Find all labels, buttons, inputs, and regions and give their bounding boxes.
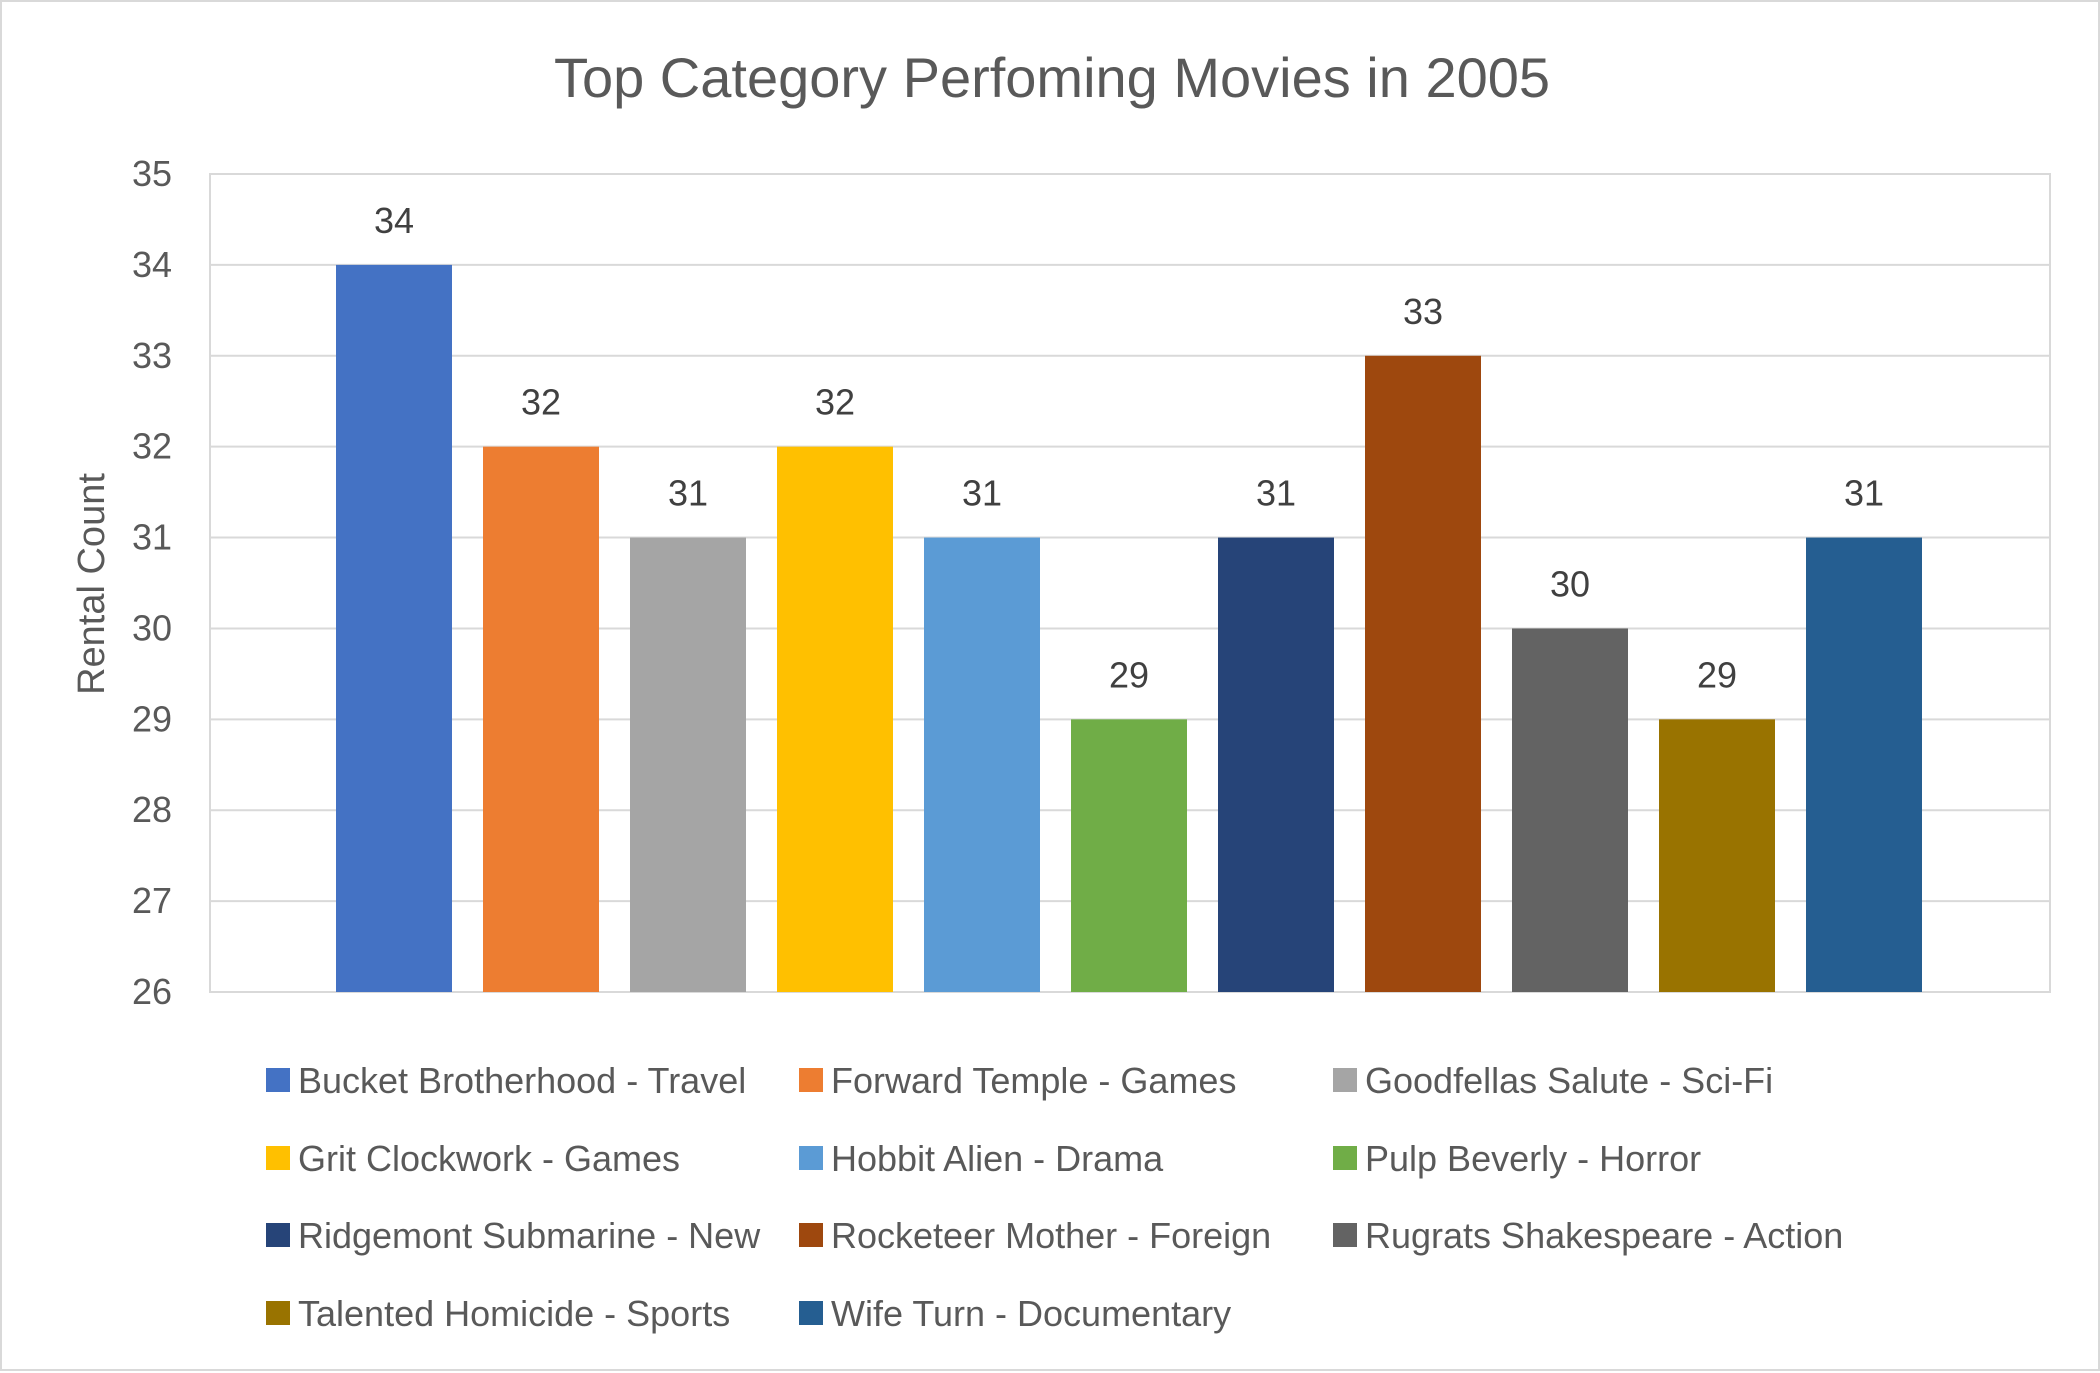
legend-swatch: [266, 1068, 290, 1092]
y-tick-label: 31: [132, 517, 172, 558]
chart-title: Top Category Perfoming Movies in 2005: [554, 46, 1550, 109]
data-label: 30: [1550, 563, 1590, 604]
legend-swatch: [266, 1146, 290, 1170]
legend-label: Pulp Beverly - Horror: [1365, 1138, 1701, 1179]
legend-swatch: [799, 1068, 823, 1092]
y-axis-ticks: 26 27 28 29 30 31 32 33 34 35: [132, 153, 172, 1012]
data-label: 31: [1256, 473, 1296, 514]
y-tick-label: 26: [132, 971, 172, 1012]
legend-label: Ridgemont Submarine - New: [298, 1215, 761, 1256]
bar: [1512, 628, 1628, 992]
bar: [1365, 355, 1481, 992]
legend-label: Bucket Brotherhood - Travel: [298, 1060, 746, 1101]
y-tick-label: 34: [132, 244, 172, 285]
bar: [336, 264, 452, 992]
y-tick-label: 32: [132, 426, 172, 467]
bar: [777, 446, 893, 993]
legend-label: Hobbit Alien - Drama: [831, 1138, 1164, 1179]
bar: [1071, 719, 1187, 992]
legend-label: Rugrats Shakespeare - Action: [1365, 1215, 1843, 1256]
data-label: 32: [815, 382, 855, 423]
bar: [1806, 537, 1922, 992]
legend-swatch: [266, 1301, 290, 1325]
legend: Bucket Brotherhood - Travel Forward Templ…: [266, 1060, 1843, 1334]
y-tick-label: 29: [132, 698, 172, 739]
y-tick-label: 28: [132, 789, 172, 830]
legend-swatch: [1333, 1146, 1357, 1170]
data-label: 31: [668, 473, 708, 514]
legend-label: Forward Temple - Games: [831, 1060, 1236, 1101]
legend-swatch: [266, 1223, 290, 1247]
legend-label: Goodfellas Salute - Sci-Fi: [1365, 1060, 1773, 1101]
bar: [630, 537, 746, 992]
data-label: 33: [1403, 291, 1443, 332]
data-label: 31: [962, 473, 1002, 514]
legend-label: Wife Turn - Documentary: [831, 1293, 1231, 1334]
legend-swatch: [799, 1301, 823, 1325]
legend-swatch: [1333, 1223, 1357, 1247]
bar: [483, 446, 599, 993]
y-tick-label: 33: [132, 335, 172, 376]
bar: [1218, 537, 1334, 992]
legend-label: Rocketeer Mother - Foreign: [831, 1215, 1271, 1256]
legend-label: Grit Clockwork - Games: [298, 1138, 680, 1179]
bar: [924, 537, 1040, 992]
legend-swatch: [799, 1223, 823, 1247]
data-label: 31: [1844, 473, 1884, 514]
data-label: 29: [1697, 654, 1737, 695]
y-tick-label: 35: [132, 153, 172, 194]
y-tick-label: 27: [132, 880, 172, 921]
legend-swatch: [799, 1146, 823, 1170]
y-axis-title: Rental Count: [71, 473, 113, 695]
y-tick-label: 30: [132, 607, 172, 648]
data-label: 34: [374, 200, 414, 241]
bar: [1659, 719, 1775, 992]
bars: [336, 264, 1922, 993]
legend-swatch: [1333, 1068, 1357, 1092]
data-label: 29: [1109, 654, 1149, 695]
data-label: 32: [521, 382, 561, 423]
legend-label: Talented Homicide - Sports: [298, 1293, 730, 1334]
data-labels: 34 32 31 32 31 29 31 33 30 29 31: [374, 200, 1884, 695]
